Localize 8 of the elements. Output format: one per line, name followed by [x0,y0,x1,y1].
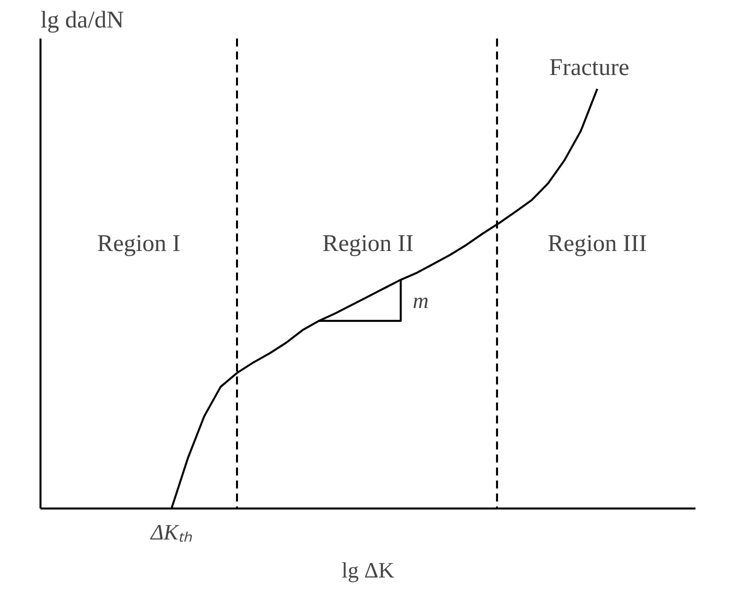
annotation: m [412,288,429,313]
annotation: Region III [548,231,647,258]
x-axis-title: lg ΔK [342,558,394,582]
annotation: Region II [322,231,414,258]
annotation: Region I [97,231,180,258]
text: Fracture [549,54,630,81]
text: ΔKₜₕ [150,520,192,544]
y-axis-title: lg da/dN [40,8,124,34]
